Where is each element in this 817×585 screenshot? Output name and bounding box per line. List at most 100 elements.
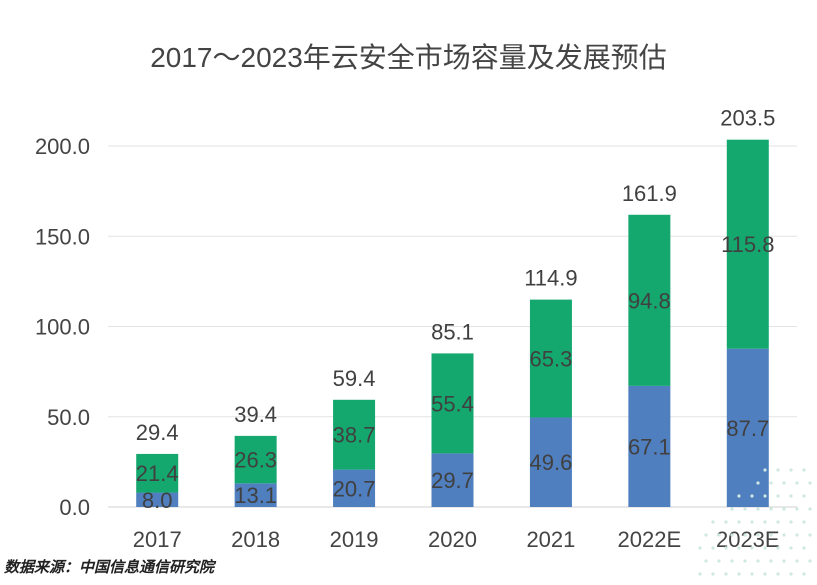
data-label: 13.1 xyxy=(234,483,277,508)
decor-dot xyxy=(730,559,734,563)
data-label: 20.7 xyxy=(333,476,376,501)
decor-dot xyxy=(776,546,780,550)
decor-dot xyxy=(763,468,767,472)
decor-dot xyxy=(795,507,799,511)
total-label: 39.4 xyxy=(234,402,277,427)
decor-dot xyxy=(717,559,721,563)
decor-dot xyxy=(750,572,754,576)
bar-segment-bottom xyxy=(726,348,769,507)
decor-dot xyxy=(763,572,767,576)
decor-dot xyxy=(808,533,812,537)
bar-segment-top xyxy=(333,399,376,470)
decor-dot xyxy=(730,507,734,511)
decor-dot xyxy=(763,520,767,524)
x-tick-label: 2018 xyxy=(231,527,280,552)
bar-segment-bottom xyxy=(136,492,179,507)
total-label: 85.1 xyxy=(431,319,474,344)
x-tick-label: 2022E xyxy=(618,527,682,552)
decor-dot xyxy=(743,533,747,537)
decor-dot xyxy=(795,481,799,485)
data-label: 55.4 xyxy=(431,391,474,416)
y-tick-label: 50.0 xyxy=(47,405,90,430)
bar-segment-top xyxy=(431,353,474,454)
decor-dot xyxy=(717,533,721,537)
data-label: 21.4 xyxy=(136,461,179,486)
decor-dot xyxy=(789,546,793,550)
decor-dot xyxy=(769,559,773,563)
decor-dot xyxy=(802,546,806,550)
data-label: 67.1 xyxy=(628,434,671,459)
chart-title: 2017～2023年云安全市场容量及发展预估 xyxy=(150,42,667,73)
bar-segment-top xyxy=(234,435,277,484)
decor-dot xyxy=(730,533,734,537)
decor-dot xyxy=(737,494,741,498)
decor-dot xyxy=(756,533,760,537)
bar-segment-top xyxy=(628,214,671,386)
decor-dot xyxy=(743,559,747,563)
total-label: 29.4 xyxy=(136,420,179,445)
decor-dot xyxy=(769,481,773,485)
data-label: 94.8 xyxy=(628,288,671,313)
x-tick-label: 2019 xyxy=(330,527,379,552)
data-label: 29.7 xyxy=(431,468,474,493)
decor-dot xyxy=(776,494,780,498)
y-tick-label: 100.0 xyxy=(35,315,90,340)
data-label: 26.3 xyxy=(234,448,277,473)
decor-dot xyxy=(756,559,760,563)
bar-segment-bottom xyxy=(234,483,277,507)
decor-dot xyxy=(789,572,793,576)
decor-dot xyxy=(756,507,760,511)
data-label: 87.7 xyxy=(726,416,769,441)
decor-dot xyxy=(711,520,715,524)
decor-dot xyxy=(802,494,806,498)
data-label: 115.8 xyxy=(721,232,774,257)
decor-dot xyxy=(782,481,786,485)
decor-dot xyxy=(737,572,741,576)
decor-dot xyxy=(750,546,754,550)
decor-dot xyxy=(756,481,760,485)
decor-dot xyxy=(802,572,806,576)
decor-dot xyxy=(795,559,799,563)
decor-dot xyxy=(724,546,728,550)
x-tick-label: 2017 xyxy=(133,527,182,552)
decor-dot xyxy=(711,572,715,576)
decor-dot xyxy=(698,572,702,576)
y-tick-label: 0.0 xyxy=(59,495,90,520)
decor-dot xyxy=(808,481,812,485)
decor-dot xyxy=(704,559,708,563)
decor-dot xyxy=(769,533,773,537)
bar-segment-top xyxy=(529,299,572,418)
decor-dot xyxy=(776,520,780,524)
decor-dot xyxy=(743,507,747,511)
decor-dot xyxy=(750,494,754,498)
decor-dot xyxy=(750,520,754,524)
bar-segment-top xyxy=(136,453,179,493)
decor-dot xyxy=(808,507,812,511)
total-label: 161.9 xyxy=(622,181,677,206)
decor-dot xyxy=(789,520,793,524)
decor-dot xyxy=(776,572,780,576)
x-tick-label: 2020 xyxy=(428,527,477,552)
decor-dot xyxy=(724,572,728,576)
decor-dot xyxy=(698,546,702,550)
decor-dot xyxy=(789,494,793,498)
decor-dot xyxy=(737,520,741,524)
decor-dot xyxy=(795,533,799,537)
bar-segment-top xyxy=(726,139,769,349)
data-label: 49.6 xyxy=(530,450,573,475)
decor-dot xyxy=(704,533,708,537)
bar-segment-bottom xyxy=(529,417,572,507)
bar-segment-bottom xyxy=(431,453,474,507)
decor-dot xyxy=(711,546,715,550)
decor-dot xyxy=(808,559,812,563)
decor-dot xyxy=(763,546,767,550)
decor-dot xyxy=(782,533,786,537)
bar-segment-bottom xyxy=(628,385,671,507)
decor-dot xyxy=(737,546,741,550)
total-label: 114.9 xyxy=(524,266,577,291)
decor-dot xyxy=(782,507,786,511)
y-tick-label: 200.0 xyxy=(35,134,90,159)
bar-segment-bottom xyxy=(333,469,376,507)
